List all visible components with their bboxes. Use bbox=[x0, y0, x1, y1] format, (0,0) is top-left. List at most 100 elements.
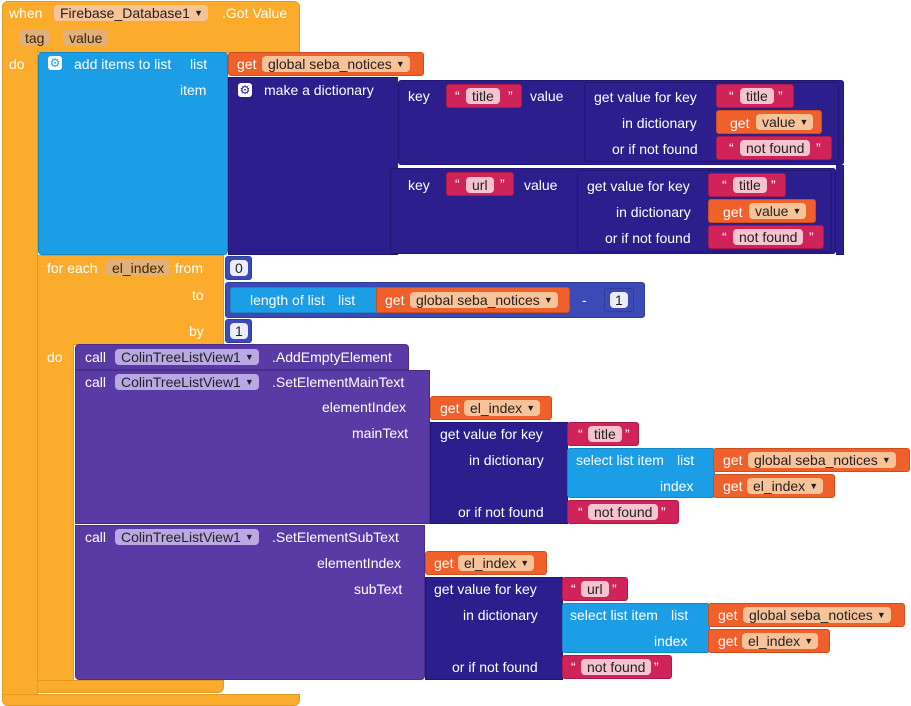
chevron-down-icon: ▼ bbox=[804, 636, 814, 646]
quote-open-icon: “ bbox=[455, 88, 460, 104]
for-each-body-left bbox=[38, 343, 74, 683]
pair-key-label: key bbox=[408, 88, 430, 104]
component-dropdown[interactable]: Firebase_Database1 ▼ bbox=[54, 5, 208, 21]
param-tag[interactable]: tag bbox=[19, 30, 51, 46]
add-items-to-list-block[interactable] bbox=[38, 52, 228, 255]
text-value[interactable]: not found bbox=[733, 229, 804, 245]
get-value-for-key-block-3[interactable] bbox=[430, 422, 568, 524]
gvfk-label: get value for key bbox=[587, 178, 690, 194]
chevron-down-icon: ▼ bbox=[792, 206, 802, 216]
quote-open-icon: “ bbox=[578, 504, 583, 520]
call-set-sub-text-block[interactable] bbox=[75, 525, 425, 680]
method-label: .SetElementMainText bbox=[272, 374, 405, 390]
variable-dropdown[interactable]: global seba_notices ▼ bbox=[262, 56, 410, 72]
text-value[interactable]: title bbox=[740, 88, 774, 104]
mutator-gear-icon[interactable]: ⚙ bbox=[48, 56, 62, 70]
variable-dropdown[interactable]: el_index ▼ bbox=[458, 555, 535, 571]
make-dict-label: make a dictionary bbox=[264, 82, 374, 98]
variable-dropdown[interactable]: global seba_notices ▼ bbox=[743, 607, 891, 623]
quote-open-icon: “ bbox=[729, 140, 734, 156]
select-list-item-label: select list item bbox=[576, 452, 664, 468]
method-label: .SetElementSubText bbox=[272, 529, 399, 545]
quote-close-icon: ” bbox=[625, 426, 630, 442]
quote-close-icon: ” bbox=[508, 88, 513, 104]
chevron-down-icon: ▼ bbox=[244, 532, 254, 542]
quote-open-icon: “ bbox=[571, 581, 576, 597]
from-label: from bbox=[175, 260, 203, 276]
text-value[interactable]: not found bbox=[740, 140, 811, 156]
quote-close-icon: ” bbox=[778, 88, 783, 104]
in-dict-label: in dictionary bbox=[616, 204, 691, 220]
chevron-down-icon: ▼ bbox=[881, 455, 891, 465]
text-value[interactable]: title bbox=[588, 426, 622, 442]
in-dict-label: in dictionary bbox=[463, 607, 538, 623]
variable-dropdown[interactable]: value ▼ bbox=[756, 114, 814, 130]
quote-close-icon: ” bbox=[816, 140, 821, 156]
get-label: get bbox=[385, 292, 405, 308]
event-block-body-left bbox=[2, 50, 38, 698]
select-list-item-block[interactable] bbox=[562, 603, 710, 653]
variable-dropdown[interactable]: global seba_notices ▼ bbox=[748, 452, 896, 468]
length-of-list-label: length of list bbox=[250, 292, 325, 308]
method-label: .AddEmptyElement bbox=[272, 349, 392, 365]
component-dropdown[interactable]: ColinTreeListView1 ▼ bbox=[115, 349, 259, 365]
select-list-item-block[interactable] bbox=[567, 448, 715, 498]
length-of-list-block[interactable] bbox=[230, 287, 380, 313]
text-value[interactable]: not found bbox=[588, 504, 659, 520]
not-found-label: or if not found bbox=[605, 230, 691, 246]
gvfk-label: get value for key bbox=[434, 581, 537, 597]
quote-close-icon: ” bbox=[771, 177, 776, 193]
mutator-gear-icon[interactable]: ⚙ bbox=[238, 83, 252, 97]
not-found-label: or if not found bbox=[458, 504, 544, 520]
list-socket-label: list bbox=[677, 452, 695, 468]
chevron-down-icon: ▼ bbox=[194, 8, 203, 18]
param-value[interactable]: value bbox=[63, 30, 109, 46]
quote-close-icon: ” bbox=[654, 659, 659, 675]
component-dropdown[interactable]: ColinTreeListView1 ▼ bbox=[115, 529, 259, 545]
element-index-label: elementIndex bbox=[317, 555, 402, 571]
call-set-main-text-block[interactable] bbox=[75, 370, 430, 524]
get-label: get bbox=[723, 478, 743, 494]
in-dict-label: in dictionary bbox=[622, 115, 697, 131]
text-value[interactable]: not found bbox=[581, 659, 652, 675]
variable-dropdown[interactable]: el_index ▼ bbox=[464, 400, 541, 416]
loop-variable[interactable]: el_index bbox=[106, 260, 171, 276]
for-each-label: for each bbox=[47, 260, 98, 276]
quote-open-icon: “ bbox=[729, 88, 734, 104]
call-label: call bbox=[85, 529, 107, 545]
text-value[interactable]: title bbox=[466, 88, 500, 104]
list-socket-label: list bbox=[671, 607, 689, 623]
chevron-down-icon: ▼ bbox=[395, 59, 405, 69]
not-found-label: or if not found bbox=[452, 659, 538, 675]
text-value[interactable]: title bbox=[733, 177, 767, 193]
for-each-footer bbox=[38, 680, 224, 693]
quote-open-icon: “ bbox=[578, 426, 583, 442]
number-value[interactable]: 0 bbox=[230, 260, 248, 276]
chevron-down-icon: ▼ bbox=[799, 117, 809, 127]
chevron-down-icon: ▼ bbox=[543, 295, 553, 305]
variable-dropdown[interactable]: global seba_notices ▼ bbox=[410, 292, 558, 308]
get-label: get bbox=[730, 115, 750, 131]
in-dict-label: in dictionary bbox=[469, 452, 544, 468]
text-value[interactable]: url bbox=[466, 177, 494, 193]
call-label: call bbox=[85, 349, 107, 365]
minus-operator[interactable]: - bbox=[582, 292, 587, 308]
quote-close-icon: ” bbox=[809, 229, 814, 245]
list-socket-label: list bbox=[190, 56, 208, 72]
index-socket-label: index bbox=[660, 478, 694, 494]
number-value[interactable]: 1 bbox=[230, 323, 248, 339]
variable-dropdown[interactable]: value ▼ bbox=[749, 203, 807, 219]
to-label: to bbox=[192, 287, 204, 303]
component-dropdown[interactable]: ColinTreeListView1 ▼ bbox=[115, 374, 259, 390]
number-value[interactable]: 1 bbox=[610, 292, 628, 308]
item-socket-label: item bbox=[180, 82, 207, 98]
text-value[interactable]: url bbox=[581, 581, 609, 597]
event-do-label: do bbox=[9, 56, 25, 72]
variable-dropdown[interactable]: el_index ▼ bbox=[747, 478, 824, 494]
loop-do-label: do bbox=[47, 349, 63, 365]
pair-value-label: value bbox=[530, 88, 564, 104]
element-index-label: elementIndex bbox=[322, 399, 407, 415]
chevron-down-icon: ▼ bbox=[526, 403, 536, 413]
variable-dropdown[interactable]: el_index ▼ bbox=[742, 633, 819, 649]
chevron-down-icon: ▼ bbox=[876, 610, 886, 620]
